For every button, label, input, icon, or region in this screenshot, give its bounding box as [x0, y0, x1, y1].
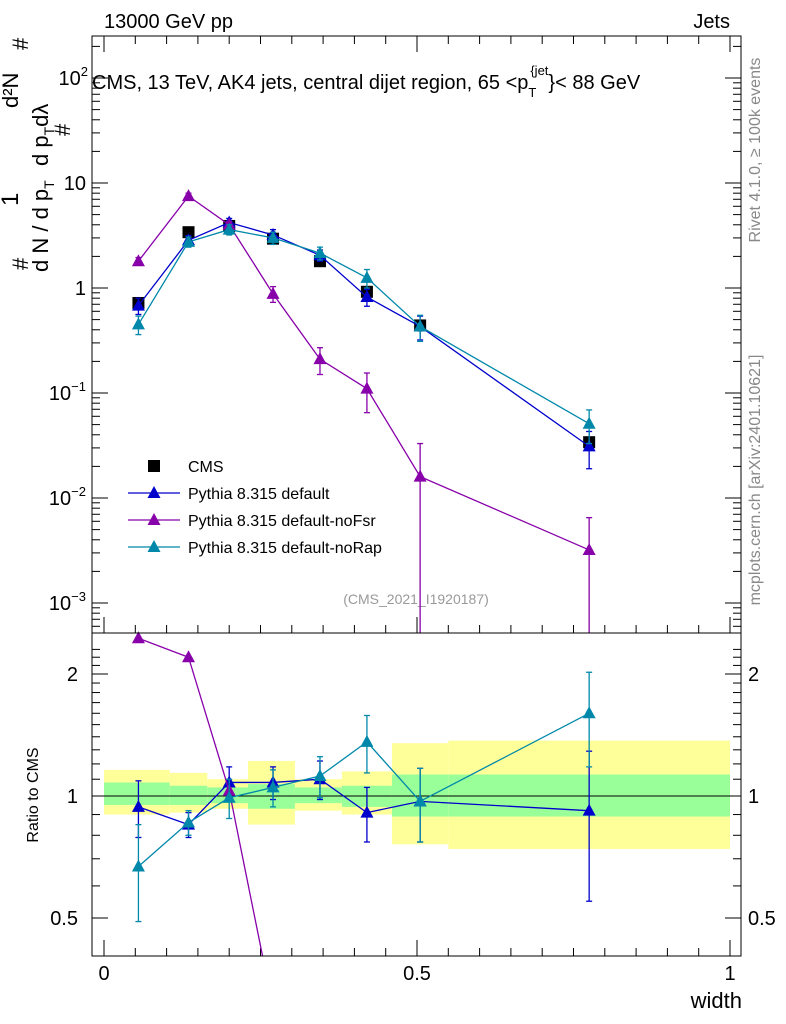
ratio-point-noRap [222, 790, 236, 803]
ratio-point-noRap [182, 815, 196, 828]
data-point-noRap [266, 230, 280, 243]
data-point-default [582, 439, 596, 452]
ratio-y-tick-label: 0.5 [50, 908, 78, 930]
data-point-noFsr [266, 286, 280, 299]
ratio-y-tick-label-right: 1 [748, 786, 759, 808]
series-line-default [137, 221, 590, 447]
series-default [131, 215, 596, 470]
main-ylabel: 1 # d N / d pT # # d²N d pTdλ [0, 37, 75, 272]
ratio-y-tick-label-right: 2 [748, 664, 759, 686]
y-tick-label: 1 [75, 278, 86, 300]
ylabel-hash-3: # [8, 37, 33, 50]
data-point-noRap [222, 222, 236, 235]
y-tick-label: 10−2 [49, 484, 86, 510]
energy-label: 13000 GeV pp [104, 11, 233, 33]
data-point-noFsr [360, 381, 374, 394]
data-point-noFsr [413, 469, 427, 482]
ratio-line-default [138, 778, 590, 826]
ratio-y-tick-label: 2 [67, 664, 78, 686]
source-label: mcplots.cern.ch [arXiv:2401.10621] [747, 355, 764, 606]
data-point-noRap [413, 319, 427, 332]
ratio-point-noRap [582, 706, 596, 719]
ylabel-dpT: d pTdλ [28, 104, 57, 166]
uncertainty-band-inner [294, 787, 342, 804]
ylabel-dN: d N / d pT [28, 180, 57, 272]
ratio-panel: 2 2 1 1 0.5 0.5 0 0.5 1 [50, 631, 776, 985]
ratio-point-default [131, 799, 145, 812]
legend-marker-noFsr [147, 513, 161, 525]
plot-title: CMS, 13 TeV, AK4 jets, central dijet reg… [92, 63, 641, 100]
y-tick-label: 10 [64, 173, 86, 195]
plot-title-sub: T [528, 85, 536, 100]
ylabel-hash-1: # [8, 257, 33, 270]
ratio-line-noRap [138, 712, 590, 867]
data-point-noFsr [182, 189, 196, 202]
x-tick-label: 0.5 [403, 963, 431, 985]
legend-label-default: Pythia 8.315 default [188, 486, 330, 503]
category-label: Jets [693, 11, 730, 33]
data-point-default [131, 298, 145, 311]
ratio-line-noFsr [138, 637, 264, 956]
uncertainty-band-inner [169, 785, 208, 806]
series-cms [132, 219, 596, 449]
main-panel: 102 10 1 10−1 10−2 10−3 (CMS_2021_I1920187) C… [49, 35, 742, 634]
plot-title-end: }< 88 GeV [548, 72, 640, 94]
series-noFsr [131, 189, 596, 633]
legend-marker-default [147, 486, 161, 498]
data-point-noRap [360, 270, 374, 283]
data-point-noFsr [313, 352, 327, 365]
watermark: (CMS_2021_I1920187) [343, 591, 489, 607]
ratio-point-noRap [131, 859, 145, 872]
x-tick-label: 0 [98, 963, 109, 985]
ratio-y-tick-label-right: 0.5 [748, 908, 776, 930]
ylabel-one: 1 [0, 193, 24, 206]
ratio-point-noFsr [131, 631, 145, 644]
series-line-noRap [137, 228, 590, 425]
ratio-ylabel: Ratio to CMS [25, 747, 42, 842]
ratio-point-noFsr [182, 650, 196, 663]
uncertainty-band-inner [104, 782, 170, 806]
ratio-point-default [582, 803, 596, 816]
x-axis-label: width [690, 988, 742, 1013]
data-point-noFsr [582, 542, 596, 555]
ratio-point-noRap [413, 794, 427, 807]
data-point-noRap [313, 246, 327, 259]
legend-label-cms: CMS [188, 459, 224, 476]
ratio-point-noRap [360, 734, 374, 747]
data-point-noRap [182, 234, 196, 247]
plot-title-main: CMS, 13 TeV, AK4 jets, central dijet reg… [92, 72, 528, 94]
ratio-series-noRap [131, 671, 596, 923]
series-line-noFsr [137, 195, 590, 551]
ratio-point-noRap [266, 780, 280, 793]
ratio-point-default [360, 805, 374, 818]
ratio-frame [91, 632, 742, 957]
legend: CMS Pythia 8.315 default Pythia 8.315 defa… [128, 459, 382, 557]
legend-marker-cms [148, 460, 160, 472]
legend-marker-noRap [147, 540, 161, 552]
rivet-version-label: Rivet 4.1.0, ≥ 100k events [747, 58, 764, 243]
plot-title-sup: {jet [530, 63, 548, 78]
y-tick-label: 10−3 [49, 589, 86, 615]
series-noRap [131, 222, 596, 445]
y-tick-label: 10−1 [49, 379, 86, 405]
legend-label-noFsr: Pythia 8.315 default-noFsr [188, 513, 376, 530]
ylabel-d2N: d²N [0, 73, 23, 108]
data-point-noFsr [131, 254, 145, 267]
data-point-default [360, 290, 374, 303]
data-point-noRap [582, 416, 596, 429]
data-point-noRap [131, 317, 145, 330]
ylabel-hash-2: # [50, 123, 75, 136]
x-tick-label: 1 [724, 963, 735, 985]
legend-label-noRap: Pythia 8.315 default-noRap [188, 540, 382, 557]
ratio-point-noRap [313, 769, 327, 782]
ratio-y-tick-label: 1 [67, 786, 78, 808]
y-tick-label: 102 [59, 64, 88, 90]
